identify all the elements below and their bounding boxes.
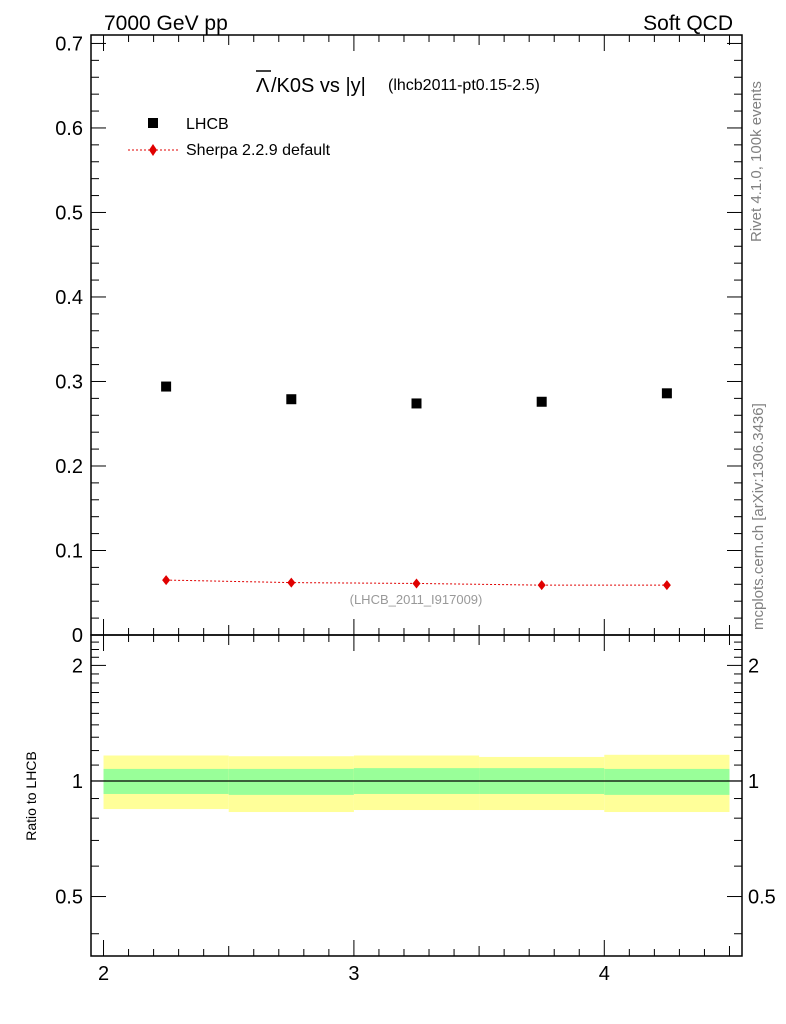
main-y-tick-label: 0 [72,625,83,647]
main-y-tick-label: 0.5 [55,202,83,224]
lhcb-data-point [286,394,297,405]
main-axis-ticks: 0 0.1 0.2 0.3 0.4 0.5 0.6 0.7 [55,33,742,647]
x-tick-label: 2 [98,963,109,985]
header-right-label: Soft QCD [643,12,733,35]
x-tick-label: 3 [348,963,359,985]
ratio-y-tick-label-right: 0.5 [748,887,776,909]
ratio-bands [91,754,742,813]
legend-marker-sherpa [149,144,157,156]
sherpa-point [287,577,296,588]
legend: LHCB Sherpa 2.2.9 default [128,116,331,159]
mcplots-label: mcplots.cern.ch [arXiv:1306.3436] [750,403,767,630]
ratio-stat-band [604,768,730,795]
main-y-tick-label: 0.1 [55,540,83,562]
sherpa-line [166,579,667,586]
rivet-version-label: Rivet 4.1.0, 100k events [748,81,765,242]
lhcb-data-point [161,381,172,392]
title-sub: (lhcb2011-pt0.15-2.5) [388,77,540,94]
main-y-tick-label: 0.4 [55,287,83,309]
main-y-tick-label: 0.2 [55,456,83,478]
ratio-y-tick-label-left: 2 [72,655,83,677]
ratio-plot-frame [90,634,743,957]
ratio-y-tick-label-left: 0.5 [55,887,83,909]
ratio-axis-ticks: 0.5 0.5 1 1 2 2 [55,641,776,935]
sherpa-point [412,578,421,589]
sherpa-point [662,580,671,591]
main-y-tick-label: 0.7 [55,33,83,55]
header-left-label: 7000 GeV pp [104,12,228,35]
ratio-ylabel: Ratio to LHCB [23,751,39,840]
sherpa-point [162,575,171,586]
x-axis-ticks: 2 3 4 [98,35,730,985]
legend-label-lhcb: LHCB [186,116,229,133]
ratio-y-tick-label-left: 1 [72,771,83,793]
ratio-stat-band [228,768,354,795]
x-tick-label: 4 [599,963,610,985]
main-y-tick-label: 0.3 [55,371,83,393]
ratio-y-tick-label-right: 1 [748,771,759,793]
lhcb-data-point [536,396,547,407]
analysis-watermark: (LHCB_2011_I917009) [350,592,483,607]
main-series [161,381,672,591]
legend-marker-lhcb [148,118,158,128]
plot-title: Λ /K0S vs |y| (lhcb2011-pt0.15-2.5) [256,70,540,97]
lhcb-data-point [411,398,422,409]
sherpa-point [537,580,546,591]
main-y-tick-label: 0.6 [55,118,83,140]
title-lambda-bar: Λ [256,75,270,97]
title-main: /K0S vs |y| [271,75,366,97]
lhcb-data-point [661,388,672,399]
ratio-y-tick-label-right: 2 [748,655,759,677]
legend-label-sherpa: Sherpa 2.2.9 default [186,142,331,159]
